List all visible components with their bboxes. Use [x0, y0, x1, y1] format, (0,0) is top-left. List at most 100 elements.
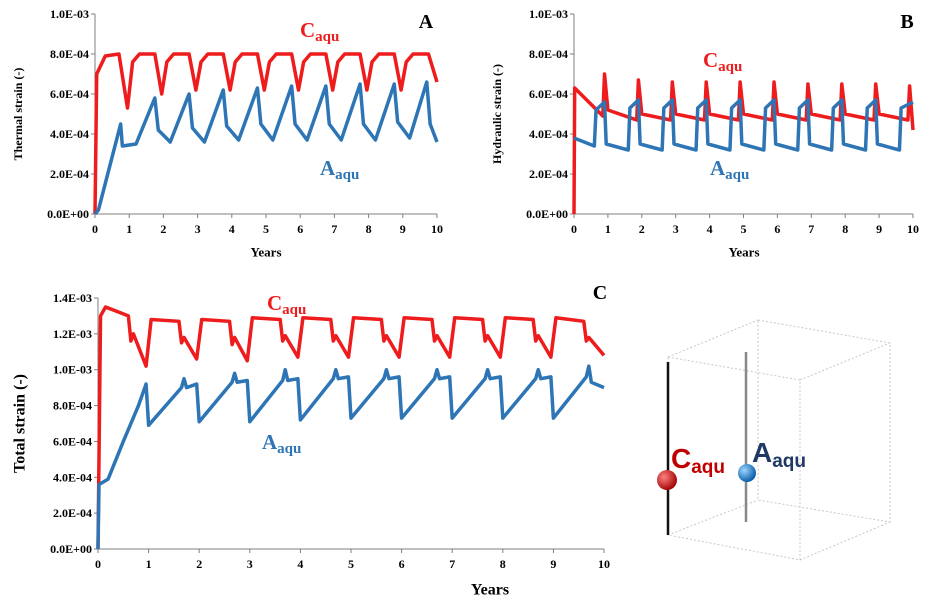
y-tick-label: 2.0E-04: [53, 506, 92, 520]
y-tick-label: 6.0E-04: [50, 87, 89, 101]
x-tick-label: 7: [449, 557, 455, 571]
panel-label: C: [593, 282, 607, 304]
cube-diagram: [667, 319, 891, 561]
x-tick-label: 1: [146, 557, 152, 571]
y-tick-label: 8.0E-04: [53, 399, 92, 413]
series-name: A: [262, 430, 278, 454]
y-tick-label: 2.0E-04: [50, 167, 89, 181]
diagram-label: Caqu: [671, 443, 725, 478]
x-tick-label: 6: [297, 222, 303, 236]
series-name-sub: aqu: [725, 167, 749, 183]
x-tick-label: 6: [399, 557, 405, 571]
series-label: Aaqu: [710, 156, 749, 183]
label-text: C: [671, 443, 691, 474]
x-tick-label: 3: [195, 222, 201, 236]
x-tick-label: 9: [550, 557, 556, 571]
y-tick-label: 1.2E-03: [53, 327, 92, 341]
x-axis-label: Years: [471, 582, 509, 599]
x-tick-label: 10: [907, 222, 919, 236]
x-tick-label: 4: [297, 557, 303, 571]
series-name-sub: aqu: [315, 29, 339, 45]
panel-label: B: [900, 11, 913, 33]
label-text: A: [752, 437, 772, 468]
y-tick-label: 1.0E-03: [529, 7, 568, 21]
x-tick-label: 8: [842, 222, 848, 236]
x-tick-label: 4: [707, 222, 713, 236]
x-tick-label: 8: [500, 557, 506, 571]
x-tick-label: 2: [196, 557, 202, 571]
series-label: Caqu: [300, 18, 339, 45]
cube-edge: [799, 521, 891, 561]
series-line: [93, 52, 439, 215]
series-line: [573, 98, 914, 152]
series-label: Caqu: [267, 291, 306, 318]
series-name: A: [710, 156, 726, 180]
x-tick-label: 5: [348, 557, 354, 571]
series-label: Aaqu: [262, 430, 301, 457]
x-tick-label: 0: [571, 222, 577, 236]
chart-panel: 0.0E+00 2.0E-04 4.0E-04 6.0E-04 8.0E-04 1.0E-…: [11, 7, 443, 260]
x-tick-label: 6: [774, 222, 780, 236]
x-tick-label: 5: [263, 222, 269, 236]
series-name: C: [300, 18, 315, 42]
y-tick-label: 4.0E-04: [50, 127, 89, 141]
chart-panel: 0.0E+00 2.0E-04 4.0E-04 6.0E-04 8.0E-04 1.0E-…: [490, 7, 919, 260]
series-name-sub: aqu: [277, 441, 301, 457]
y-tick-label: 1.0E-03: [53, 363, 92, 377]
series-name: A: [320, 156, 336, 180]
y-tick-label: 8.0E-04: [50, 47, 89, 61]
y-tick-label: 6.0E-04: [529, 87, 568, 101]
cube-edge: [667, 499, 759, 536]
x-axis-label: Years: [728, 245, 759, 260]
x-tick-label: 7: [808, 222, 814, 236]
y-tick-label: 4.0E-04: [529, 127, 568, 141]
x-tick-label: 3: [673, 222, 679, 236]
x-tick-label: 9: [876, 222, 882, 236]
series-line: [572, 72, 915, 215]
series-name: C: [267, 291, 282, 315]
x-tick-label: 2: [160, 222, 166, 236]
series-label: Caqu: [703, 48, 742, 75]
x-tick-label: 7: [331, 222, 337, 236]
cube-back: [757, 319, 891, 523]
y-tick-label: 1.4E-03: [53, 291, 92, 305]
y-axis-label: Total strain (-): [12, 374, 29, 473]
y-tick-label: 4.0E-04: [53, 470, 92, 484]
label-sub: aqu: [772, 451, 806, 472]
series-line: [96, 305, 606, 550]
x-tick-label: 10: [598, 557, 610, 571]
diagram-label: Aaqu: [752, 437, 806, 472]
x-tick-label: 5: [741, 222, 747, 236]
cube-edge: [667, 319, 759, 358]
series-name-sub: aqu: [718, 59, 742, 75]
x-tick-label: 3: [247, 557, 253, 571]
series-line: [96, 364, 605, 550]
panel-label: A: [419, 11, 434, 33]
y-tick-label: 8.0E-04: [529, 47, 568, 61]
y-tick-label: 0.0E+00: [526, 207, 568, 221]
label-sub: aqu: [691, 457, 725, 478]
x-tick-label: 4: [229, 222, 235, 236]
y-tick-label: 2.0E-04: [529, 167, 568, 181]
chart-panel: 0.0E+00 2.0E-04 4.0E-04 6.0E-04 8.0E-04 1.0E-…: [12, 282, 611, 599]
x-tick-label: 10: [431, 222, 443, 236]
y-tick-label: 0.0E+00: [50, 542, 92, 556]
series-label: Aaqu: [320, 156, 359, 183]
x-axis-label: Years: [250, 245, 281, 260]
series-line: [93, 80, 439, 216]
y-tick-label: 0.0E+00: [47, 207, 89, 221]
x-tick-label: 1: [126, 222, 132, 236]
x-tick-label: 0: [95, 557, 101, 571]
y-axis-label: Thermal strain (-): [11, 68, 25, 161]
y-axis-label: Hydraulic strain (-): [490, 64, 504, 164]
y-tick-label: 1.0E-03: [50, 7, 89, 21]
x-tick-label: 1: [605, 222, 611, 236]
cube-edge: [799, 342, 891, 381]
sphere-a: [738, 464, 756, 482]
series-name-sub: aqu: [282, 302, 306, 318]
x-tick-label: 2: [639, 222, 645, 236]
series-name-sub: aqu: [335, 167, 359, 183]
series-name: C: [703, 48, 718, 72]
